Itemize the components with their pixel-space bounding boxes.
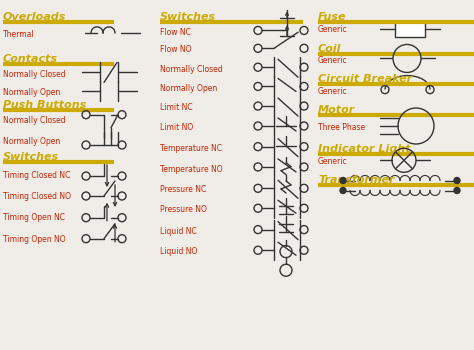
Text: Liquid NC: Liquid NC [160,227,197,236]
Text: Three Phase: Three Phase [318,122,365,132]
Text: Motor: Motor [318,105,355,115]
Text: Generic: Generic [318,56,347,65]
Text: Timing Open NC: Timing Open NC [3,214,65,223]
Text: Generic: Generic [318,157,347,166]
Text: Normally Closed: Normally Closed [3,116,65,125]
Text: Flow NO: Flow NO [160,46,191,55]
Circle shape [454,188,460,194]
Text: Liquid NO: Liquid NO [160,247,197,257]
Text: Timing Open NO: Timing Open NO [3,234,65,244]
Text: Normally Open: Normally Open [160,84,217,93]
Text: Pressure NC: Pressure NC [160,186,206,195]
Text: Push Buttons: Push Buttons [3,100,86,110]
Text: Flow NC: Flow NC [160,28,191,37]
Circle shape [340,188,346,194]
Text: Fuse: Fuse [318,12,346,22]
Text: Switches: Switches [160,12,216,22]
Text: Overloads: Overloads [3,12,66,22]
Text: Generic: Generic [318,25,347,34]
Text: Normally Closed: Normally Closed [160,65,223,74]
Text: Thermal: Thermal [3,30,35,39]
Text: Temperature NC: Temperature NC [160,144,222,153]
Text: Timing Closed NC: Timing Closed NC [3,172,70,181]
Text: Transformer: Transformer [318,175,394,185]
Text: Contacts: Contacts [3,54,58,64]
Text: Generic: Generic [318,87,347,96]
Text: Temperature NO: Temperature NO [160,164,223,174]
Text: Normally Open: Normally Open [3,136,60,146]
Circle shape [340,177,346,183]
Text: Limit NC: Limit NC [160,103,192,112]
Text: Indicator Light: Indicator Light [318,144,410,154]
Circle shape [454,177,460,183]
Text: Circuit Breaker: Circuit Breaker [318,74,412,84]
Text: Coil: Coil [318,44,341,54]
Text: Limit NO: Limit NO [160,123,193,132]
Text: Normally Open: Normally Open [3,88,60,97]
Text: Normally Closed: Normally Closed [3,70,65,79]
Text: Timing Closed NO: Timing Closed NO [3,192,71,201]
Text: Pressure NO: Pressure NO [160,205,207,215]
Text: Switches: Switches [3,152,59,162]
Bar [395,21,425,37]
